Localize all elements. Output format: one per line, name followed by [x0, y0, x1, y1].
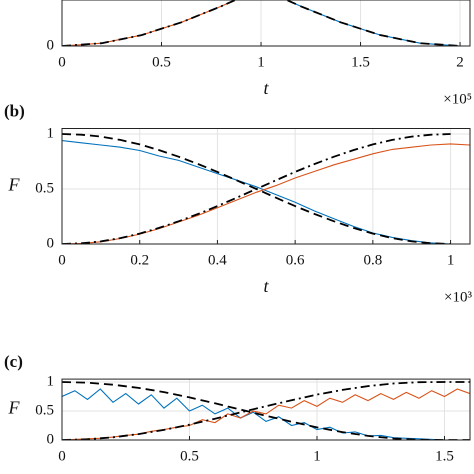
series-line [62, 388, 470, 441]
series-line [62, 388, 470, 441]
series-line [62, 381, 470, 441]
y-tick-label: 0 [47, 37, 55, 53]
plot-area [62, 0, 461, 46]
x-tick-label: 1 [257, 54, 265, 70]
series-line [284, 0, 461, 46]
axes-box [61, 378, 471, 441]
series-line [62, 143, 470, 244]
x-multiplier: ×10³ [444, 289, 472, 305]
y-tick-label: 0 [47, 431, 55, 447]
x-tick-label: 0.2 [130, 252, 149, 268]
x-multiplier: ×10⁵ [443, 91, 472, 107]
x-axis-label: t [263, 276, 269, 296]
y-tick-label: 1 [47, 373, 55, 389]
x-tick-label: 1 [447, 252, 455, 268]
y-tick-label: 0 [47, 235, 55, 251]
y-tick-label: 1 [47, 125, 55, 141]
panel-label: (c) [4, 352, 23, 371]
y-tick-label: 0.5 [35, 180, 54, 196]
x-tick-label: 1.5 [435, 448, 454, 464]
axes-box [61, 0, 471, 47]
plot-area [62, 381, 470, 441]
y-axis-label: F [8, 398, 21, 418]
series-line [62, 133, 451, 244]
x-tick-label: 0.5 [152, 54, 171, 70]
y-tick-label: 0.5 [35, 402, 54, 418]
series-line [62, 0, 237, 46]
x-tick-label: 0 [58, 54, 66, 70]
x-tick-label: 0.6 [286, 252, 305, 268]
axes-box [61, 128, 471, 245]
x-tick-label: 0 [58, 252, 66, 268]
series-line [62, 140, 470, 244]
x-tick-label: 0 [58, 448, 66, 464]
x-tick-label: 1 [313, 448, 321, 464]
x-tick-label: 0.4 [208, 252, 227, 268]
panel-label: (b) [4, 101, 25, 120]
plot-area [62, 133, 470, 244]
y-axis-label: F [8, 174, 21, 194]
x-tick-label: 0.8 [363, 252, 382, 268]
x-tick-label: 2 [456, 54, 464, 70]
x-tick-label: 1.5 [351, 54, 370, 70]
x-axis-label: t [263, 78, 269, 98]
x-tick-label: 0.5 [180, 448, 199, 464]
